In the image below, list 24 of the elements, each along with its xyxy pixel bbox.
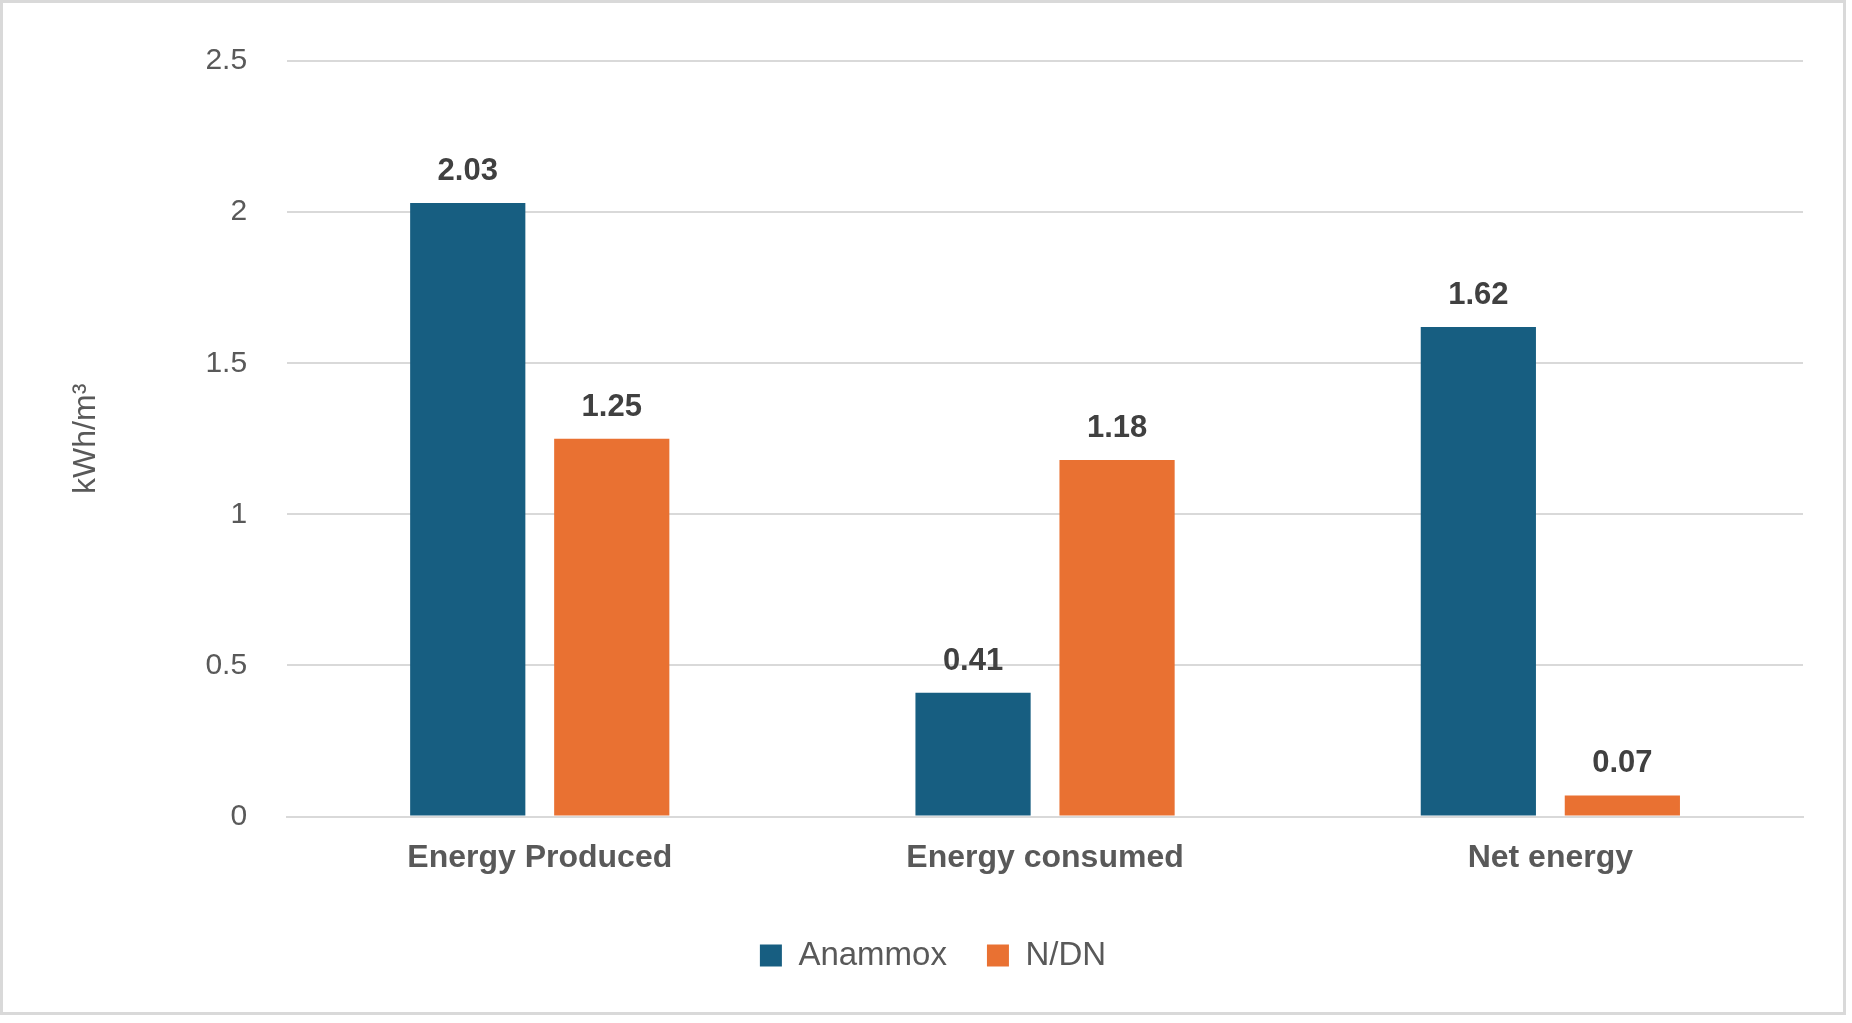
y-tick-label: 1.5 <box>205 344 248 378</box>
legend-label: N/DN <box>1025 934 1107 972</box>
data-label: 0.07 <box>1592 744 1653 780</box>
bar <box>1059 459 1175 816</box>
x-tick-label: Energy Produced <box>407 837 673 874</box>
y-tick-label: 2.5 <box>205 42 248 76</box>
data-label: 1.62 <box>1448 276 1509 312</box>
legend-label: Anammox <box>798 934 948 972</box>
bar <box>410 203 526 816</box>
data-label: 0.41 <box>942 641 1004 677</box>
y-tick-label: 2 <box>230 193 248 227</box>
x-tick-label: Energy consumed <box>906 837 1184 874</box>
y-tick-label: 1 <box>230 495 248 529</box>
bar <box>915 692 1031 816</box>
bar <box>554 438 670 816</box>
y-tick-label: 0 <box>230 797 248 831</box>
y-axis-title: kWh/m³ <box>66 383 103 494</box>
y-tick-label: 0.5 <box>205 646 248 680</box>
data-label: 2.03 <box>437 152 498 188</box>
x-tick-label: Net energy <box>1467 837 1634 874</box>
data-label: 1.18 <box>1086 409 1148 444</box>
data-label: 1.25 <box>581 387 642 423</box>
bar <box>1564 795 1680 816</box>
bar <box>1420 326 1536 816</box>
